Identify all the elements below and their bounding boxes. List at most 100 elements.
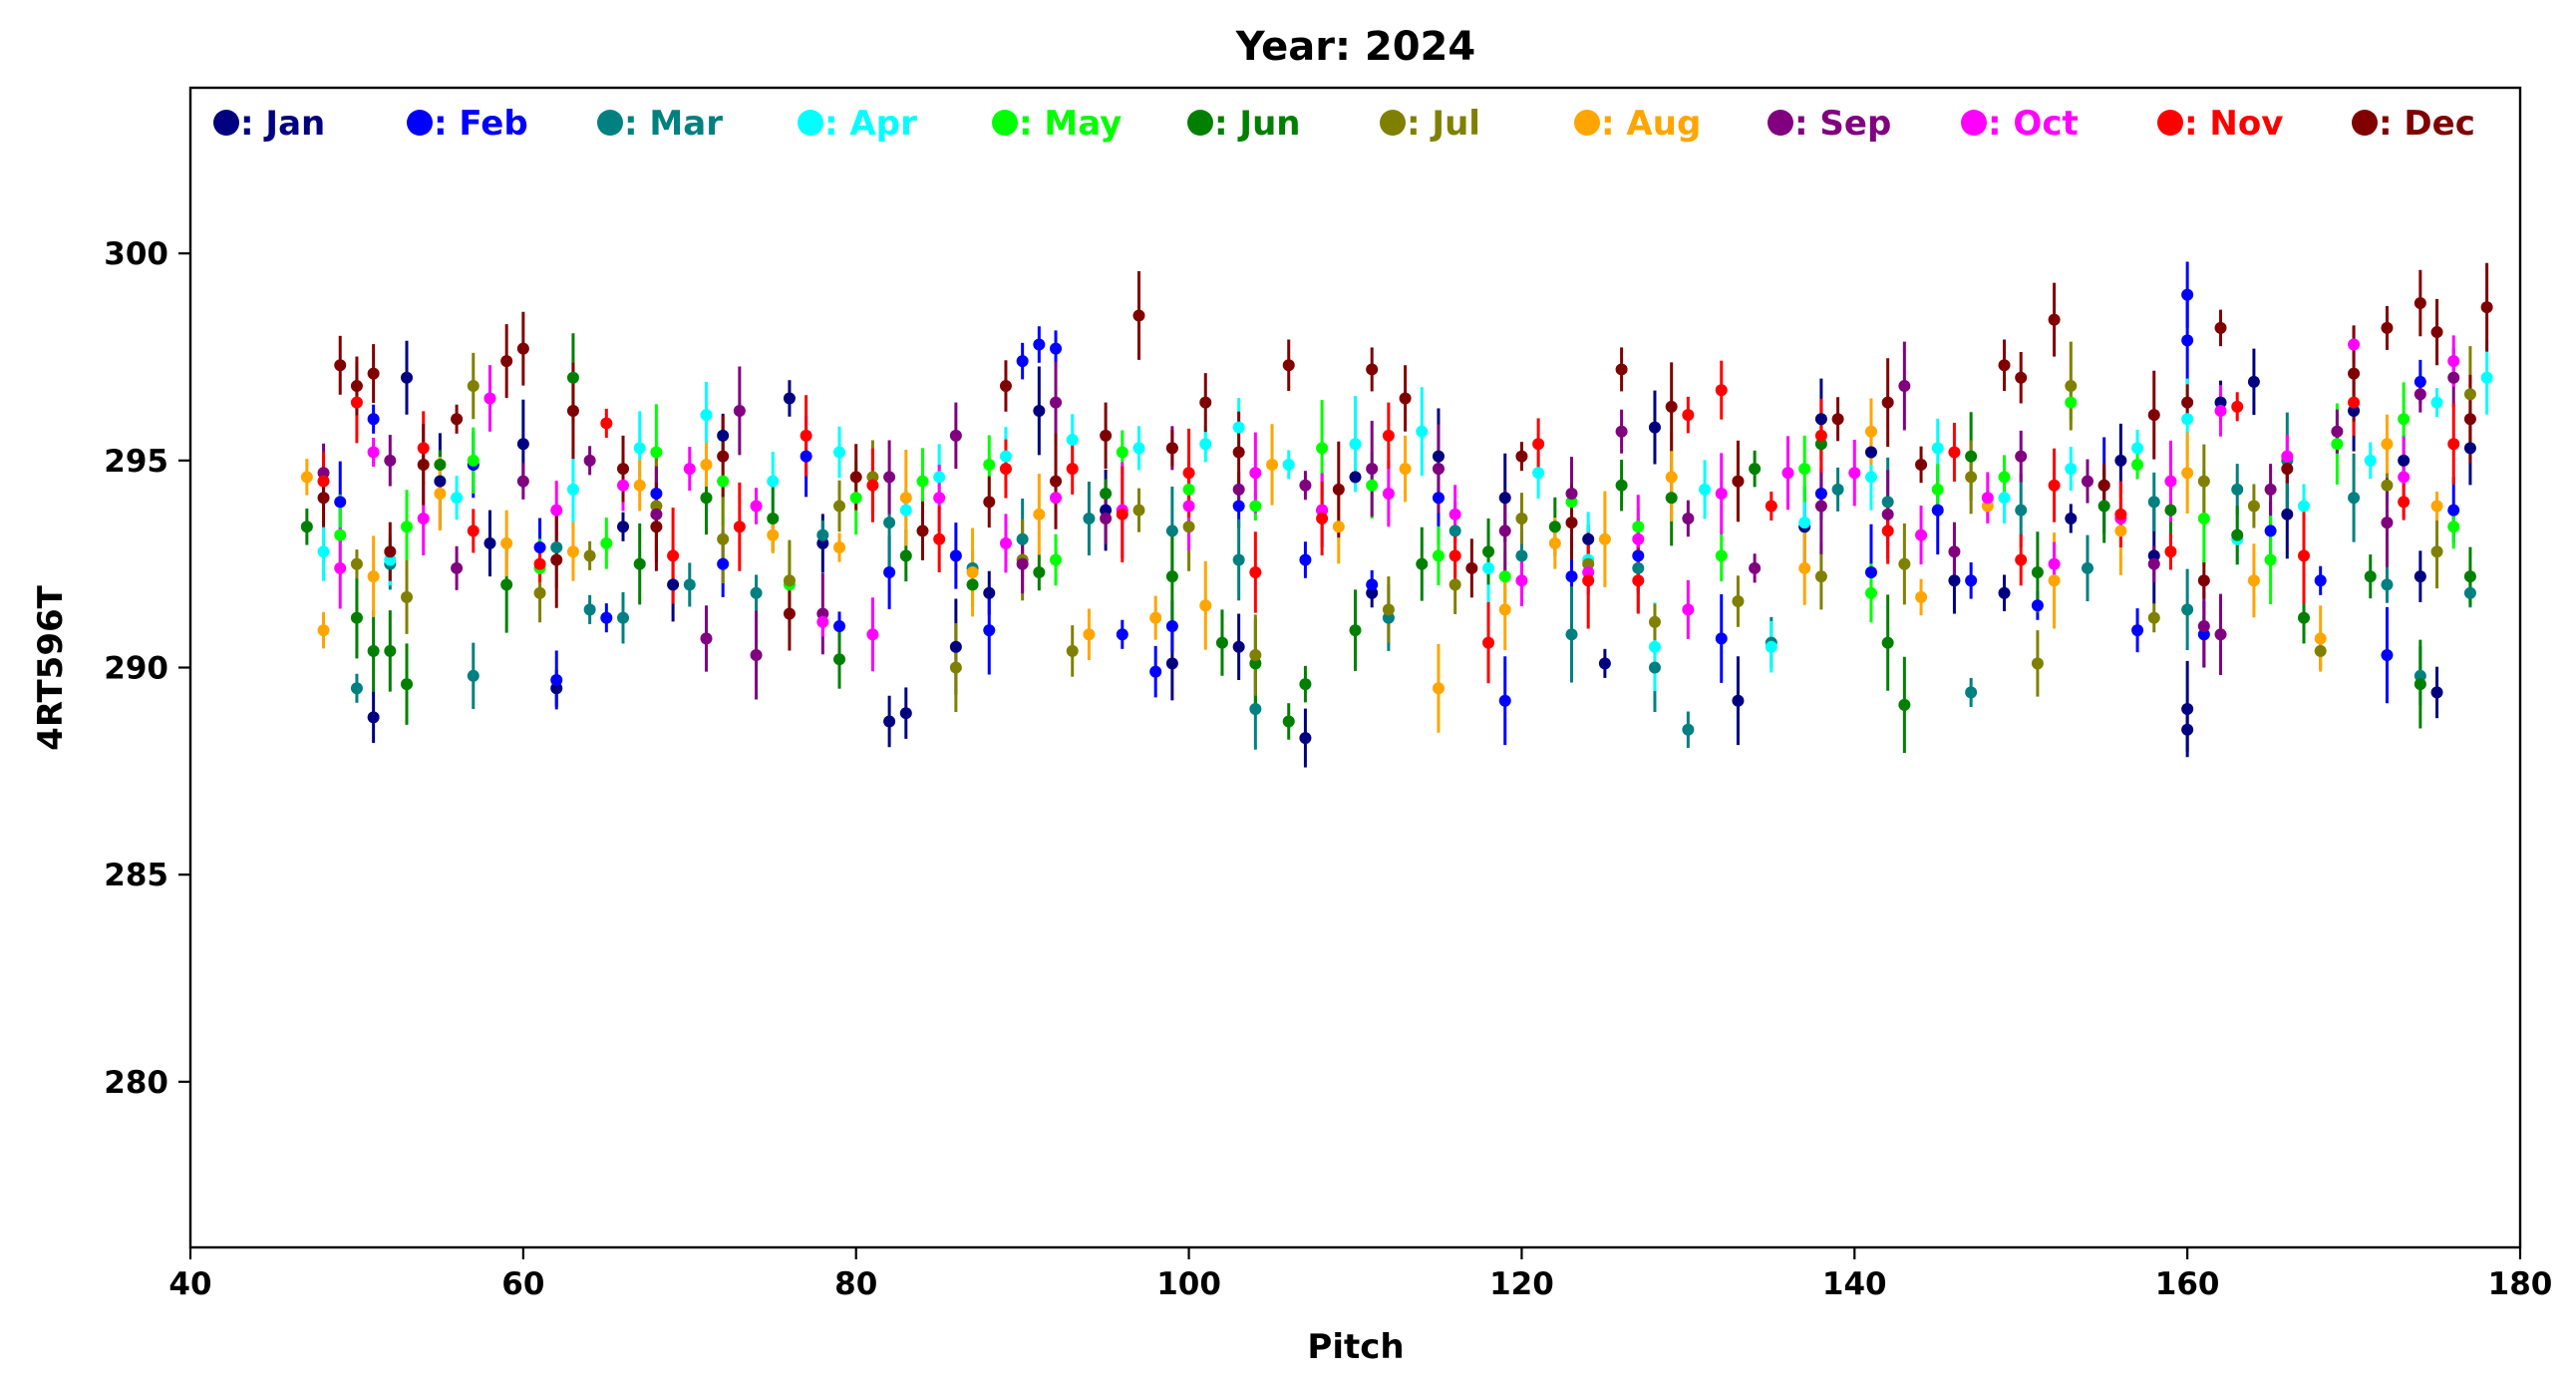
point-feb (1715, 632, 1728, 645)
legend: : Jan: Feb: Mar: Apr: May: Jun: Jul: Aug… (213, 104, 2475, 144)
point-jan (401, 371, 414, 384)
point-mar (350, 682, 363, 695)
point-apr (2181, 413, 2194, 426)
point-jun (1665, 492, 1678, 505)
point-aug (899, 492, 912, 505)
point-jul (2314, 644, 2327, 657)
point-nov (1814, 429, 1827, 442)
point-mar (2381, 578, 2394, 591)
point-jan (367, 711, 380, 724)
y-axis-label: 4RT596T (31, 584, 71, 750)
point-sep (2264, 483, 2277, 496)
point-feb (2381, 649, 2394, 662)
point-aug (1266, 458, 1279, 471)
point-oct (367, 446, 380, 459)
point-dec (849, 471, 862, 484)
point-may (2331, 438, 2344, 451)
point-feb (1366, 578, 1379, 591)
point-mar (467, 669, 480, 682)
point-jan (1648, 421, 1661, 434)
legend-marker-nov (2157, 110, 2183, 136)
point-jun (2463, 570, 2476, 583)
chart-title: Year: 2024 (1235, 24, 1475, 70)
point-aug (1149, 611, 1162, 624)
point-sep (1100, 512, 1113, 524)
y-tick-label: 285 (104, 858, 168, 893)
point-feb (2414, 375, 2426, 388)
point-jun (1548, 520, 1561, 533)
point-dec (566, 404, 579, 417)
point-jun (966, 578, 979, 591)
point-nov (533, 557, 546, 570)
point-may (916, 475, 929, 488)
point-aug (2381, 438, 2394, 451)
point-mar (816, 528, 829, 541)
point-feb (2131, 624, 2144, 637)
point-mar (2081, 561, 2093, 574)
point-dec (1232, 446, 1245, 459)
point-nov (1249, 565, 1262, 578)
point-dec (2348, 367, 2361, 380)
point-jan (1100, 504, 1113, 517)
point-jan (1732, 694, 1745, 707)
point-feb (1299, 553, 1312, 566)
point-oct (683, 463, 696, 476)
point-jan (2414, 570, 2426, 583)
point-apr (633, 442, 646, 455)
point-feb (600, 611, 613, 624)
point-dec (1515, 450, 1528, 463)
point-jul (401, 590, 414, 603)
legend-label-jun: : Jun (1214, 104, 1301, 144)
point-may (1249, 500, 1262, 513)
point-dec (1565, 517, 1578, 529)
point-jan (550, 682, 563, 695)
point-sep (650, 508, 663, 520)
point-sep (733, 404, 746, 417)
point-feb (833, 619, 846, 632)
point-sep (384, 454, 397, 467)
point-jan (1814, 413, 1827, 426)
point-mar (1232, 553, 1245, 566)
point-oct (1382, 488, 1395, 501)
point-sep (2331, 425, 2344, 438)
point-mar (1881, 496, 1894, 509)
point-jan (2463, 442, 2476, 455)
point-apr (2297, 500, 2310, 513)
point-aug (2314, 632, 2327, 645)
point-jun (899, 549, 912, 562)
point-jan (1366, 586, 1379, 599)
legend-label-dec: : Dec (2379, 104, 2475, 144)
point-nov (2398, 496, 2411, 509)
point-jun (1615, 479, 1628, 492)
point-dec (550, 553, 563, 566)
point-jan (1498, 492, 1511, 505)
point-feb (334, 496, 347, 509)
point-jul (833, 500, 846, 513)
point-dec (983, 496, 996, 509)
point-sep (516, 475, 529, 488)
point-jun (2297, 611, 2310, 624)
x-tick-label: 100 (1156, 1266, 1221, 1302)
point-mar (1965, 686, 1978, 699)
point-may (650, 446, 663, 459)
x-tick-label: 40 (168, 1266, 211, 1302)
point-sep (816, 607, 829, 620)
legend-label-sep: : Sep (1794, 104, 1891, 144)
point-sep (1881, 508, 1894, 520)
point-aug (2114, 524, 2127, 537)
point-nov (2231, 400, 2244, 413)
point-jun (1165, 570, 1178, 583)
point-oct (1249, 467, 1262, 480)
point-jan (2147, 549, 2160, 562)
point-oct (999, 536, 1012, 549)
point-nov (1632, 574, 1645, 587)
point-aug (767, 528, 780, 541)
point-nov (2348, 396, 2361, 409)
point-sep (1299, 479, 1312, 492)
point-jun (1033, 565, 1046, 578)
x-tick-label: 80 (834, 1266, 877, 1302)
point-may (1050, 553, 1063, 566)
point-dec (2015, 371, 2028, 384)
point-oct (866, 628, 879, 641)
point-jun (2031, 565, 2044, 578)
